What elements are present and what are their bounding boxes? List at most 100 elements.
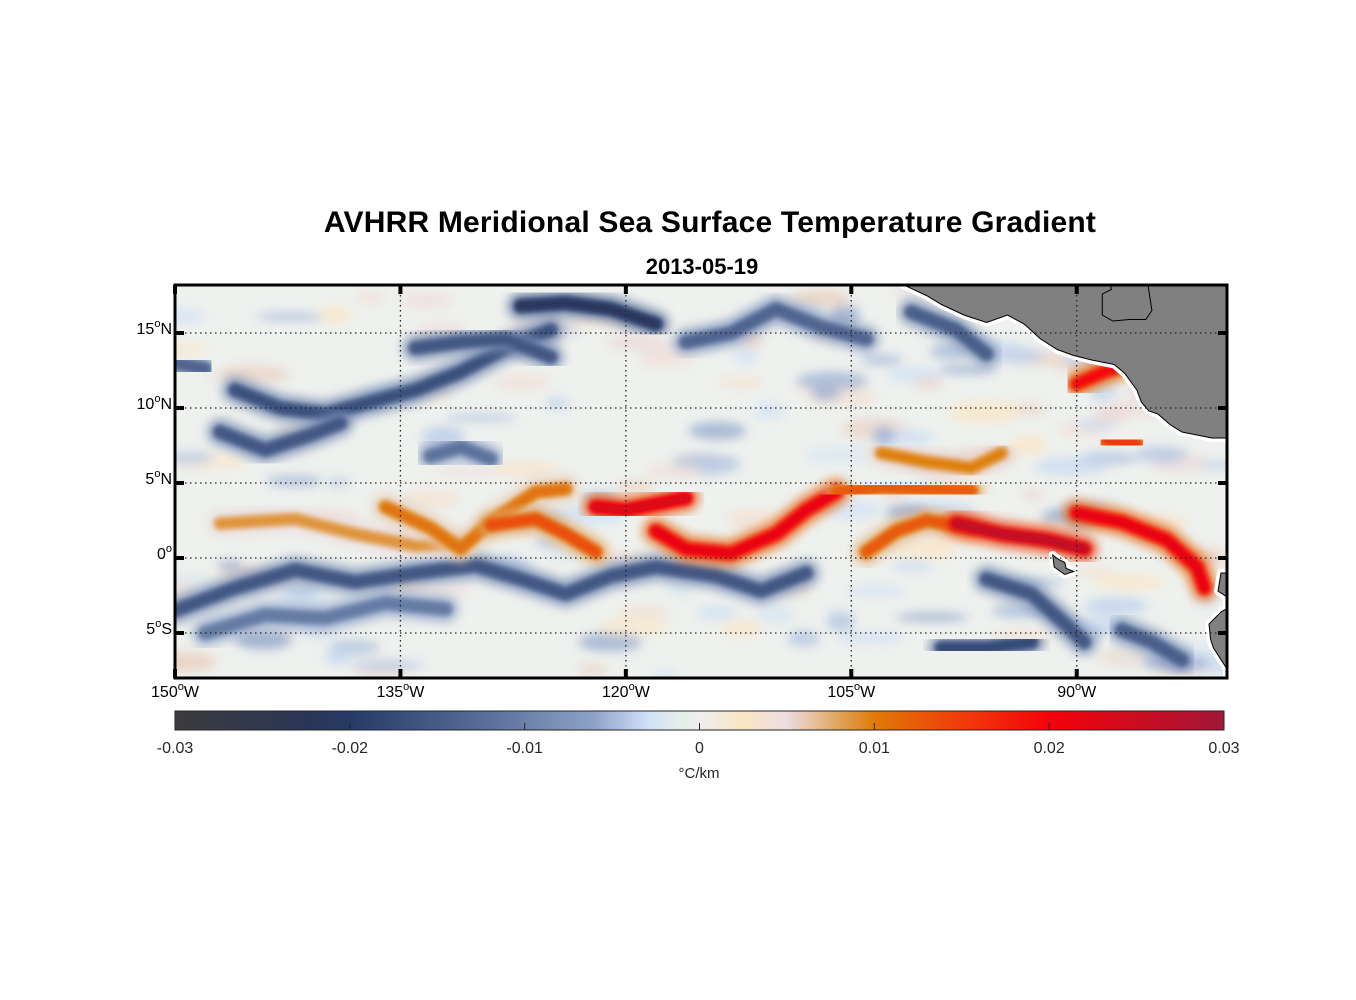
texture-blob xyxy=(489,461,561,477)
texture-blob xyxy=(1009,436,1049,455)
texture-blob xyxy=(615,482,656,492)
texture-blob xyxy=(1034,458,1109,476)
lat-label: 10oN xyxy=(137,393,172,414)
texture-blob xyxy=(756,606,796,623)
texture-blob xyxy=(578,664,608,676)
texture-blob xyxy=(356,290,386,305)
band-south-lower xyxy=(192,590,459,646)
band-costa-rica-patch xyxy=(1093,428,1150,457)
texture-blob xyxy=(1096,573,1167,591)
band-core xyxy=(382,486,569,552)
texture-blob xyxy=(265,475,323,487)
band-core xyxy=(175,562,810,614)
colorbar-tick-label: -0.03 xyxy=(156,740,194,757)
texture-blob xyxy=(803,446,872,464)
texture-blob xyxy=(836,631,904,645)
texture-blob xyxy=(939,364,998,375)
texture-blob xyxy=(949,401,1022,424)
land-mask xyxy=(898,285,1227,678)
texture-blob xyxy=(1084,597,1148,616)
texture-blob xyxy=(544,397,570,410)
band-front-north xyxy=(868,440,1015,481)
texture-blob xyxy=(445,413,518,423)
texture-blob xyxy=(895,612,969,622)
band-equatorial-front-west xyxy=(207,506,474,559)
lon-label: 105oW xyxy=(827,681,875,702)
band-core xyxy=(517,300,659,327)
band-core xyxy=(592,495,689,513)
texture-blob xyxy=(811,387,840,401)
graticule xyxy=(175,285,1227,678)
lat-label: 5oN xyxy=(145,468,172,489)
band-north-mid xyxy=(673,296,880,355)
degree-symbol: o xyxy=(154,468,161,480)
texture-blob xyxy=(235,630,293,650)
tick-number: 5 xyxy=(146,621,156,638)
lat-label: 5oS xyxy=(146,618,172,639)
texture-blob xyxy=(991,347,1045,365)
colorbar-unit: °C/km xyxy=(678,765,720,782)
texture-blob xyxy=(619,605,671,621)
band-core xyxy=(683,306,870,345)
band-north-east xyxy=(898,299,1000,367)
tick-number: 120 xyxy=(601,684,629,701)
lat-label: 0o xyxy=(157,543,172,564)
hemisphere: W xyxy=(409,684,425,701)
band-west-edge xyxy=(175,350,219,382)
texture-blob xyxy=(688,421,747,440)
texture-blob xyxy=(733,347,757,365)
tick-number: 135 xyxy=(376,684,404,701)
band-core xyxy=(487,516,599,555)
texture-blob xyxy=(720,620,763,637)
hemisphere: N xyxy=(160,321,172,338)
lon-label: 90oW xyxy=(1057,681,1096,702)
texture-blob xyxy=(1022,488,1045,501)
map-frame xyxy=(173,283,1229,680)
texture-blob xyxy=(283,585,318,597)
lon-label: 120oW xyxy=(601,681,650,702)
hemisphere: S xyxy=(161,621,172,638)
band-north-top xyxy=(507,290,669,337)
negative-gradient-layer xyxy=(175,286,1227,678)
colorbar-ticks xyxy=(349,723,1050,730)
texture-blob xyxy=(597,617,669,636)
texture-blob xyxy=(1093,406,1129,424)
texture-blob xyxy=(928,535,951,553)
texture-blob xyxy=(787,630,820,647)
texture-blob xyxy=(325,648,351,666)
texture-blob xyxy=(350,660,425,671)
texture-blob xyxy=(891,561,934,572)
texture-blob xyxy=(790,290,851,307)
texture-blob xyxy=(1073,566,1116,577)
degree-symbol: o xyxy=(628,681,635,693)
band-core xyxy=(1103,438,1140,447)
tick-number: 90 xyxy=(1057,684,1075,701)
band-front-120w xyxy=(582,485,699,523)
band-core xyxy=(953,520,1088,552)
texture-blob xyxy=(578,632,642,652)
band-north-ridge-2 xyxy=(402,326,564,370)
band-core xyxy=(878,450,1005,471)
texture-blob xyxy=(175,651,217,672)
band-core xyxy=(1073,510,1208,591)
band-core xyxy=(938,639,1035,651)
band-galapagos-front xyxy=(1063,500,1218,601)
texture-blob xyxy=(1198,461,1227,470)
texture-blob xyxy=(175,451,214,465)
band-core xyxy=(983,576,1088,645)
degree-symbol: o xyxy=(177,681,184,693)
colorbar-tick-label: -0.02 xyxy=(331,740,369,757)
texture-blob xyxy=(640,342,683,360)
texture-blob xyxy=(753,403,786,419)
tick-number: 15 xyxy=(136,321,155,338)
texture-blob xyxy=(256,312,327,322)
band-core xyxy=(833,484,975,495)
colorbar-tick-label: 0 xyxy=(695,740,704,757)
lon-label: 135oW xyxy=(376,681,425,702)
band-south-east xyxy=(973,566,1098,655)
degree-symbol: o xyxy=(165,543,172,555)
texture-blob xyxy=(696,605,737,620)
texture-blob xyxy=(913,377,944,390)
tick-number: 5 xyxy=(145,471,155,488)
